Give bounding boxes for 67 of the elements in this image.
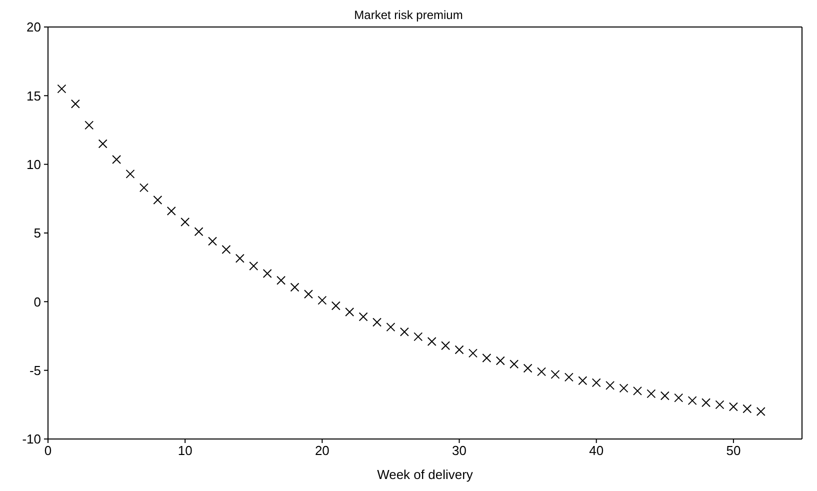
- point: [57, 84, 66, 94]
- x-tick-label: 40: [589, 443, 604, 458]
- point: [606, 380, 615, 390]
- point: [84, 120, 94, 130]
- point: [660, 391, 670, 400]
- point: [153, 196, 162, 205]
- point: [318, 296, 327, 305]
- point: [742, 404, 752, 414]
- y-tick-label: -5: [29, 362, 41, 378]
- point: [646, 389, 656, 398]
- point: [482, 353, 492, 362]
- point: [166, 206, 176, 216]
- point: [454, 345, 464, 354]
- point: [235, 254, 244, 263]
- point: [427, 336, 436, 346]
- point: [222, 244, 231, 254]
- y-tick-label: 5: [34, 226, 41, 241]
- x-tick-label: 0: [44, 443, 52, 458]
- point: [702, 398, 711, 408]
- point: [70, 99, 80, 108]
- point: [510, 360, 519, 369]
- point: [290, 282, 300, 292]
- y-tick-label: 15: [26, 88, 41, 104]
- point: [592, 378, 601, 388]
- point: [180, 218, 190, 227]
- point: [126, 169, 135, 178]
- point: [139, 183, 148, 192]
- chart-title: Market risk premium: [354, 8, 463, 22]
- point: [400, 327, 409, 336]
- x-tick-label: 10: [178, 443, 192, 458]
- point: [249, 261, 258, 270]
- point: [304, 290, 313, 299]
- x-axis-title: Week of delivery: [377, 467, 474, 482]
- point: [414, 332, 423, 342]
- point: [262, 269, 272, 278]
- x-tick-label: 20: [314, 443, 330, 458]
- y-tick-label: 20: [26, 20, 41, 35]
- point: [578, 376, 588, 386]
- point: [550, 370, 560, 379]
- point: [619, 384, 628, 393]
- point: [728, 402, 738, 412]
- point: [674, 393, 684, 402]
- y-tick-label: -10: [22, 432, 41, 447]
- point: [537, 367, 546, 376]
- point: [468, 348, 478, 358]
- point: [441, 341, 450, 350]
- point: [345, 307, 354, 316]
- x-tick-label: 50: [726, 443, 741, 458]
- point: [276, 276, 286, 285]
- point: [194, 227, 204, 236]
- y-tick-label: 10: [26, 156, 41, 172]
- point: [112, 155, 122, 164]
- point: [564, 372, 574, 382]
- y-tick-label: 0: [34, 294, 41, 310]
- point: [688, 396, 697, 406]
- point: [523, 364, 532, 373]
- point: [386, 322, 396, 332]
- point: [98, 139, 108, 148]
- point: [331, 301, 340, 310]
- point: [372, 318, 382, 327]
- x-tick-label: 30: [452, 443, 467, 458]
- point: [715, 400, 724, 410]
- point: [208, 236, 218, 246]
- point: [632, 386, 642, 396]
- point: [358, 312, 368, 322]
- point: [756, 407, 766, 416]
- point: [496, 356, 505, 366]
